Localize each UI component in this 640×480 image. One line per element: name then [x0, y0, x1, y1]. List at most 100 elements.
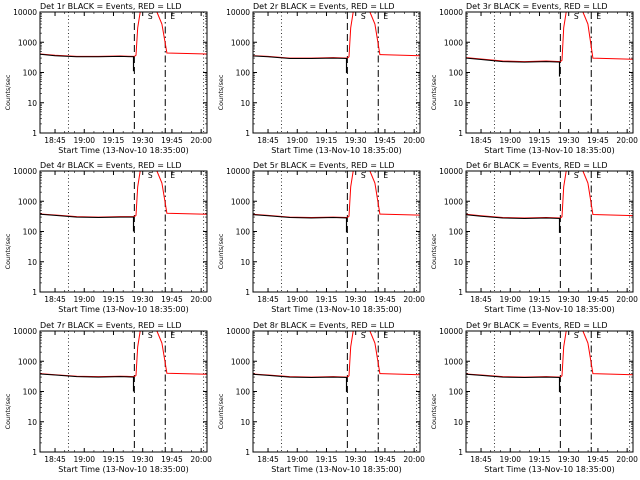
y-axis-label: Counts/sec — [4, 233, 12, 269]
y-tick-label: 10 — [27, 258, 37, 267]
y-tick-label: 1 — [458, 448, 463, 457]
x-tick-label: 19:00 — [73, 455, 95, 464]
y-tick-label: 1000 — [18, 197, 37, 206]
x-tick-label: 19:45 — [161, 295, 183, 304]
x-tick-label: 19:30 — [558, 455, 580, 464]
x-tick-label: 19:00 — [499, 295, 521, 304]
x-axis-label: Start Time (13-Nov-10 18:35:00) — [58, 305, 188, 314]
x-tick-label: 19:30 — [345, 455, 367, 464]
x-tick-label: 19:30 — [345, 136, 367, 145]
x-tick-label: 18:45 — [257, 136, 279, 145]
plot-frame — [252, 330, 421, 453]
x-tick-label: 19:30 — [558, 136, 580, 145]
x-tick-label: 19:15 — [103, 455, 125, 464]
x-tick-label: 18:45 — [257, 295, 279, 304]
y-tick-label: 10000 — [439, 327, 463, 336]
y-tick-label: 10000 — [13, 167, 37, 176]
panel-det-1: Det 1r BLACK = Events, RED = LLD 1 10 100 10… — [4, 2, 212, 155]
y-tick-label: 10 — [240, 99, 250, 108]
x-tick-label: 19:30 — [132, 455, 154, 464]
series-lld-line — [39, 170, 208, 218]
series-lld-line — [39, 330, 208, 378]
x-tick-label: 19:00 — [73, 136, 95, 145]
series-lld-line — [252, 170, 421, 219]
y-tick-label: 1000 — [444, 197, 463, 206]
x-tick-label: 19:15 — [529, 455, 551, 464]
series-lld-line — [252, 11, 421, 59]
plot-frame — [465, 170, 634, 293]
y-tick-label: 1 — [245, 448, 250, 457]
x-axis-label: Start Time (13-Nov-10 18:35:00) — [58, 146, 188, 155]
x-tick-label: 20:00 — [403, 295, 425, 304]
y-tick-label: 1000 — [231, 197, 250, 206]
marker-e: E — [596, 12, 601, 21]
x-tick-label: 20:00 — [616, 295, 638, 304]
panel-det-9: Det 9r BLACK = Events, RED = LLD 1 10 100 10… — [430, 321, 638, 474]
x-tick-label: 19:15 — [316, 136, 338, 145]
panel-det-6: Det 6r BLACK = Events, RED = LLD 1 10 100 10… — [430, 161, 638, 314]
x-tick-label: 18:45 — [470, 136, 492, 145]
y-axis-label: Counts/sec — [430, 233, 438, 269]
x-axis-label: Start Time (13-Nov-10 18:35:00) — [271, 465, 401, 474]
y-tick-label: 10 — [240, 258, 250, 267]
marker-e: E — [170, 12, 175, 21]
x-tick-label: 20:00 — [403, 455, 425, 464]
panel-title: Det 5r BLACK = Events, RED = LLD — [253, 161, 395, 170]
x-tick-label: 19:15 — [529, 136, 551, 145]
y-tick-label: 10000 — [439, 8, 463, 17]
y-tick-label: 10000 — [226, 8, 250, 17]
series-lld-line — [39, 11, 208, 57]
x-tick-label: 18:45 — [470, 295, 492, 304]
x-tick-label: 19:00 — [499, 455, 521, 464]
y-axis-label: Counts/sec — [4, 74, 12, 110]
marker-s: S — [361, 171, 366, 180]
marker-s: S — [574, 171, 579, 180]
y-tick-label: 100 — [449, 228, 464, 237]
x-axis-label: Start Time (13-Nov-10 18:35:00) — [484, 305, 614, 314]
x-tick-label: 18:45 — [44, 455, 66, 464]
y-tick-label: 10 — [453, 258, 463, 267]
y-tick-label: 10000 — [226, 167, 250, 176]
series-lld-line — [465, 170, 634, 219]
series-lld-line — [252, 330, 421, 378]
x-tick-label: 19:00 — [73, 295, 95, 304]
y-tick-label: 10 — [240, 418, 250, 427]
x-axis-label: Start Time (13-Nov-10 18:35:00) — [484, 146, 614, 155]
series-lld-line — [465, 330, 634, 378]
y-tick-label: 100 — [23, 388, 38, 397]
x-tick-label: 19:30 — [132, 295, 154, 304]
y-tick-label: 1 — [32, 288, 37, 297]
plot-frame — [252, 170, 421, 293]
y-axis-label: Counts/sec — [430, 393, 438, 429]
x-tick-label: 19:30 — [132, 136, 154, 145]
y-axis-label: Counts/sec — [217, 74, 225, 110]
x-tick-label: 19:45 — [587, 295, 609, 304]
marker-s: S — [148, 331, 153, 340]
x-tick-label: 18:45 — [44, 136, 66, 145]
series-events-line — [39, 53, 135, 58]
plot-frame — [252, 11, 421, 134]
x-tick-label: 19:45 — [374, 455, 396, 464]
marker-s: S — [574, 331, 579, 340]
marker-e: E — [383, 171, 388, 180]
panel-det-5: Det 5r BLACK = Events, RED = LLD 1 10 100 10… — [217, 161, 425, 314]
marker-e: E — [596, 171, 601, 180]
y-tick-label: 10 — [453, 99, 463, 108]
marker-s: S — [574, 12, 579, 21]
series-events-line — [465, 57, 561, 63]
x-tick-label: 18:45 — [44, 295, 66, 304]
x-tick-label: 20:00 — [190, 136, 212, 145]
y-tick-label: 10 — [27, 99, 37, 108]
x-tick-label: 18:45 — [470, 455, 492, 464]
y-axis-label: Counts/sec — [4, 393, 12, 429]
y-tick-label: 100 — [236, 228, 251, 237]
series-events-line — [252, 214, 348, 219]
marker-s: S — [148, 171, 153, 180]
x-tick-label: 19:15 — [316, 295, 338, 304]
x-axis-label: Start Time (13-Nov-10 18:35:00) — [484, 465, 614, 474]
panel-det-3: Det 3r BLACK = Events, RED = LLD 1 10 100 10… — [430, 2, 638, 155]
series-events-line — [39, 373, 135, 378]
plot-frame — [465, 330, 634, 453]
series-events-line — [252, 373, 348, 379]
x-tick-label: 19:15 — [316, 455, 338, 464]
